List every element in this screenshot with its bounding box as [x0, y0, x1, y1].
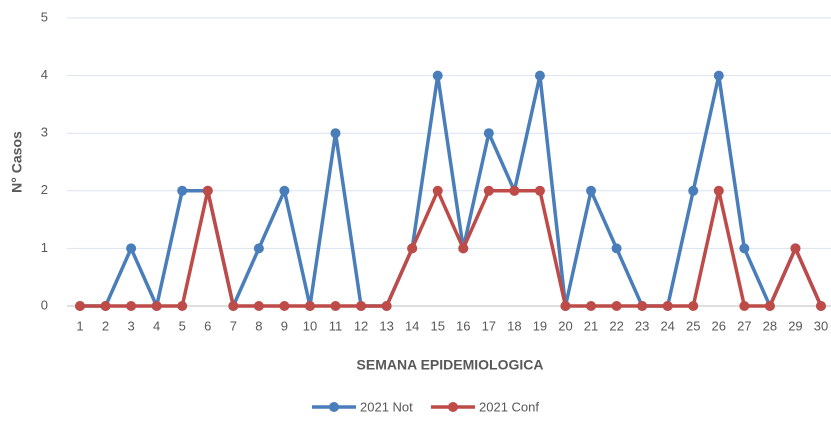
y-tick-label: 3 [41, 125, 48, 140]
x-axis-title: SEMANA EPIDEMIOLOGICA [357, 357, 544, 373]
data-point [816, 301, 826, 311]
data-point [662, 301, 673, 311]
x-tick-label: 13 [379, 318, 393, 333]
x-tick-label: 10 [303, 318, 317, 333]
data-point [279, 301, 290, 311]
series-line [80, 189, 823, 308]
x-tick-label: 22 [609, 318, 623, 333]
x-tick-label: 20 [558, 318, 572, 333]
data-point [611, 301, 622, 311]
legend-marker [448, 402, 458, 412]
data-point [637, 301, 648, 311]
data-point [586, 185, 597, 196]
x-tick-label: 23 [635, 318, 649, 333]
x-tick-label: 24 [660, 318, 674, 333]
x-tick-label: 4 [153, 318, 160, 333]
data-point [381, 301, 392, 311]
x-tick-label: 7 [230, 318, 237, 333]
data-point [177, 301, 188, 311]
x-tick-label: 29 [788, 318, 802, 333]
legend-marker [329, 402, 339, 412]
data-point [432, 70, 443, 81]
y-axis-title: N° Casos [9, 131, 25, 193]
y-tick-label: 1 [41, 240, 48, 255]
data-point [151, 301, 162, 311]
data-point [739, 243, 750, 254]
data-point [356, 301, 367, 311]
data-point [407, 243, 418, 254]
x-tick-label: 1 [76, 318, 83, 333]
data-point [483, 128, 494, 139]
data-point [586, 301, 597, 311]
x-tick-label: 21 [584, 318, 598, 333]
x-tick-label: 18 [507, 318, 521, 333]
x-tick-label: 28 [763, 318, 777, 333]
y-tick-label: 2 [41, 182, 48, 197]
data-point [688, 301, 699, 311]
data-point [458, 243, 469, 254]
data-point [100, 301, 111, 311]
x-tick-label: 14 [405, 318, 419, 333]
data-point [739, 301, 750, 311]
data-point [534, 70, 545, 81]
x-tick-label: 9 [281, 318, 288, 333]
data-point [790, 243, 801, 254]
data-point [432, 185, 443, 196]
data-point [330, 301, 341, 311]
data-point [534, 185, 545, 196]
x-tick-label: 3 [127, 318, 134, 333]
data-point [330, 128, 341, 139]
x-tick-label: 11 [329, 318, 343, 333]
legend-label: 2021 Not [360, 399, 413, 414]
data-point [611, 243, 622, 254]
data-point [713, 185, 724, 196]
legend-label: 2021 Conf [479, 399, 539, 414]
x-tick-label: 25 [686, 318, 700, 333]
data-point [228, 301, 239, 311]
x-tick-label: 19 [533, 318, 547, 333]
x-tick-label: 30 [814, 318, 828, 333]
data-point [688, 185, 699, 196]
x-tick-label: 6 [204, 318, 211, 333]
x-tick-label: 27 [737, 318, 751, 333]
data-point [560, 301, 571, 311]
data-point [713, 70, 724, 81]
y-tick-label: 0 [41, 297, 48, 312]
data-point [764, 301, 775, 311]
data-point [126, 301, 137, 311]
data-point [177, 185, 188, 196]
data-point [509, 185, 520, 196]
x-tick-label: 16 [456, 318, 470, 333]
x-tick-label: 26 [712, 318, 726, 333]
data-point [279, 185, 290, 196]
data-point [126, 243, 137, 254]
data-point [202, 185, 213, 196]
data-point [75, 301, 85, 311]
y-tick-label: 5 [41, 9, 48, 24]
data-point [483, 185, 494, 196]
x-tick-label: 12 [354, 318, 368, 333]
x-tick-label: 2 [102, 318, 109, 333]
y-tick-label: 4 [41, 67, 48, 82]
x-tick-label: 15 [430, 318, 444, 333]
x-tick-label: 5 [179, 318, 186, 333]
data-point [253, 301, 264, 311]
data-point [304, 301, 315, 311]
x-tick-label: 8 [255, 318, 262, 333]
data-point [253, 243, 264, 254]
x-tick-label: 17 [482, 318, 496, 333]
